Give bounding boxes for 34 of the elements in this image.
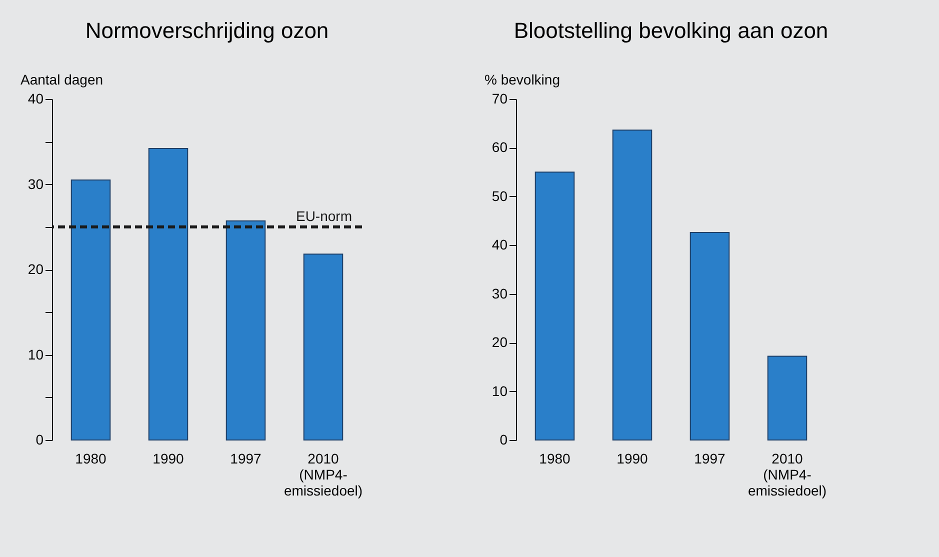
y-tick-label: 40 <box>28 90 44 106</box>
bar <box>612 130 652 440</box>
bar <box>690 232 730 440</box>
y-tick-label: 20 <box>28 261 44 277</box>
x-tick-label: 2010 (NMP4- emissiedoel) <box>748 450 827 498</box>
bar <box>303 254 344 440</box>
y-tick-label: 30 <box>28 176 44 192</box>
x-tick-label: 2010 (NMP4- emissiedoel) <box>284 450 363 498</box>
y-tick-label: 20 <box>492 334 508 350</box>
x-tick-label: 1997 <box>694 450 726 466</box>
bar <box>226 220 266 440</box>
x-tick-label: 1997 <box>230 450 262 466</box>
bar <box>148 148 188 440</box>
x-tick-label: 1980 <box>75 450 107 466</box>
x-tick-label: 1990 <box>616 450 648 466</box>
bar <box>70 179 111 440</box>
x-tick-label: 1980 <box>539 450 571 466</box>
y-tick-label: 10 <box>28 346 44 362</box>
y-axis-title: Aantal dagen <box>20 72 104 88</box>
chart-title: Blootstelling bevolking aan ozon <box>514 18 828 43</box>
y-tick-label: 30 <box>492 285 508 302</box>
y-axis-title: % bevolking <box>484 72 560 88</box>
y-tick-label: 10 <box>492 382 508 399</box>
chart-title: Normoverschrijding ozon <box>85 18 329 43</box>
bar <box>534 172 575 440</box>
y-tick-label: 0 <box>500 432 508 448</box>
y-tick-label: 50 <box>492 188 508 204</box>
x-tick-label: 1990 <box>152 450 184 466</box>
ref-line-label: EU-norm <box>296 208 352 224</box>
y-tick-label: 40 <box>492 236 508 253</box>
y-tick-label: 60 <box>492 139 508 156</box>
bar <box>767 356 808 440</box>
y-tick-label: 0 <box>36 432 44 448</box>
y-tick-label: 70 <box>492 90 508 106</box>
